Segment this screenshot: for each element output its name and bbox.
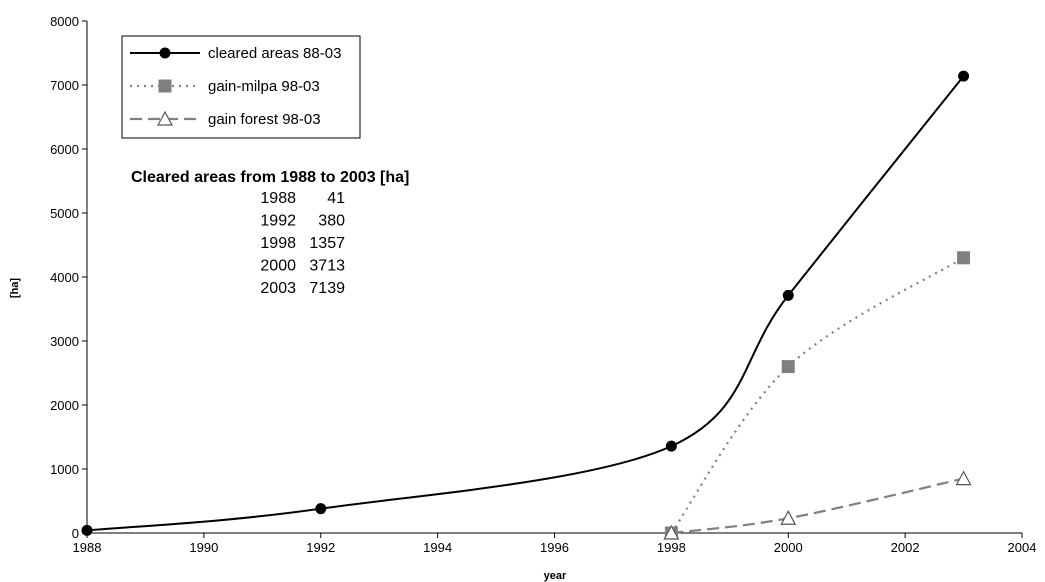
legend-label: cleared areas 88-03 bbox=[208, 45, 341, 62]
x-tick-label: 1998 bbox=[657, 540, 686, 555]
annotation-title: Cleared areas from 1988 to 2003 [ha] bbox=[131, 169, 409, 186]
data-point bbox=[665, 440, 677, 452]
series-line bbox=[86, 75, 965, 532]
series-line bbox=[670, 256, 965, 534]
legend-marker bbox=[158, 79, 172, 93]
data-point bbox=[663, 524, 680, 540]
annotation-row: 1988 41 bbox=[260, 190, 345, 207]
series-1 bbox=[81, 70, 970, 536]
x-tick-label: 1992 bbox=[306, 540, 335, 555]
y-tick-label: 5000 bbox=[50, 206, 79, 221]
annotation-value: 7139 bbox=[309, 280, 345, 297]
legend-label: gain forest 98-03 bbox=[208, 111, 321, 128]
annotation-row: 2000 3713 bbox=[260, 258, 345, 275]
series-layer bbox=[81, 70, 972, 540]
data-table-annotation: Cleared areas from 1988 to 2003 [ha] 198… bbox=[131, 169, 409, 297]
annotation-value: 3713 bbox=[309, 258, 345, 275]
x-axis: 1988 1990 1992 1994 1996 1998 2000 2002 2004 bbox=[73, 532, 1037, 555]
x-tick-label: 1990 bbox=[189, 540, 218, 555]
series-2 bbox=[664, 251, 971, 540]
y-tick-label: 0 bbox=[72, 526, 79, 541]
data-point bbox=[315, 503, 327, 515]
annotation-row: 1992 380 bbox=[260, 213, 345, 230]
y-axis-title: [ha] bbox=[9, 278, 21, 299]
annotation-year: 1992 bbox=[260, 213, 296, 230]
data-point bbox=[81, 524, 93, 536]
y-tick-label: 6000 bbox=[50, 142, 79, 157]
annotation-row: 1998 1357 bbox=[260, 235, 345, 252]
annotation-value: 1357 bbox=[309, 235, 345, 252]
annotation-value: 380 bbox=[318, 213, 345, 230]
x-tick-label: 1996 bbox=[540, 540, 569, 555]
y-tick-label: 3000 bbox=[50, 334, 79, 349]
y-tick-label: 2000 bbox=[50, 398, 79, 413]
data-point bbox=[781, 360, 795, 374]
x-tick-label: 1988 bbox=[73, 540, 102, 555]
legend-marker bbox=[156, 110, 174, 126]
annotation-value: 41 bbox=[327, 190, 345, 207]
data-point bbox=[957, 251, 971, 265]
legend-label: gain-milpa 98-03 bbox=[208, 78, 320, 95]
x-tick-label: 2004 bbox=[1008, 540, 1037, 555]
series-3 bbox=[663, 470, 972, 540]
annotation-row: 2003 7139 bbox=[260, 280, 345, 297]
y-tick-label: 8000 bbox=[50, 14, 79, 29]
legend: cleared areas 88-03 gain-milpa 98-03 gain … bbox=[121, 35, 361, 139]
x-tick-label: 1994 bbox=[423, 540, 452, 555]
data-point bbox=[958, 70, 970, 82]
y-tick-label: 4000 bbox=[50, 270, 79, 285]
legend-entry: cleared areas 88-03 bbox=[130, 45, 341, 62]
data-point bbox=[780, 510, 797, 525]
x-axis-title: year bbox=[544, 570, 567, 582]
y-tick-label: 1000 bbox=[50, 462, 79, 477]
legend-marker bbox=[159, 47, 171, 59]
annotation-year: 2000 bbox=[260, 258, 296, 275]
y-tick-label: 7000 bbox=[50, 78, 79, 93]
data-point bbox=[955, 470, 972, 486]
series-line bbox=[671, 477, 964, 535]
annotation-year: 2003 bbox=[260, 280, 296, 297]
annotation-year: 1988 bbox=[260, 190, 296, 207]
data-point bbox=[782, 289, 794, 301]
x-tick-label: 2000 bbox=[774, 540, 803, 555]
annotation-year: 1998 bbox=[260, 235, 296, 252]
legend-entry: gain-milpa 98-03 bbox=[130, 78, 320, 95]
x-tick-label: 2002 bbox=[891, 540, 920, 555]
y-axis: 0 1000 2000 3000 4000 5000 6000 7000 8000 bbox=[50, 14, 88, 541]
legend-entry: gain forest 98-03 bbox=[130, 110, 321, 128]
